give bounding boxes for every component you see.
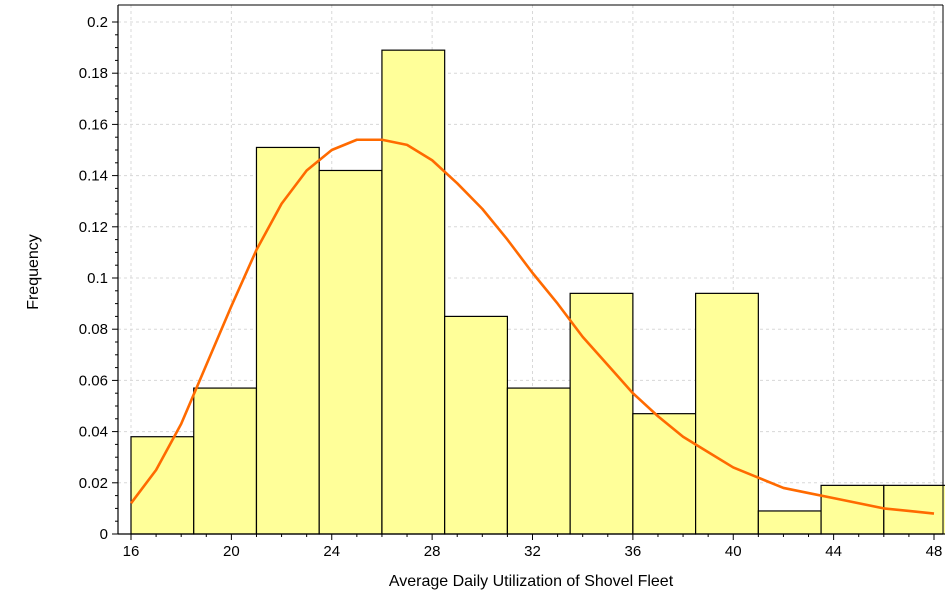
density-curve — [129, 138, 935, 515]
x-tick-label: 44 — [825, 543, 842, 560]
histogram-bar — [318, 169, 383, 535]
curve-layer — [129, 138, 935, 515]
x-tick-label: 20 — [223, 543, 240, 560]
y-tick-label: 0.2 — [87, 14, 108, 31]
y-tick-label: 0.12 — [79, 219, 108, 236]
bars-layer — [130, 49, 945, 535]
x-axis-title: Average Daily Utilization of Shovel Flee… — [389, 573, 674, 590]
x-tick-label: 36 — [625, 543, 642, 560]
histogram-bar — [820, 484, 885, 535]
y-axis-title: Frequency — [25, 234, 42, 310]
y-tick-label: 0.06 — [79, 372, 108, 389]
y-tick-label: 0.04 — [79, 424, 108, 441]
labels-layer: 0 0.02 0.04 0.06 0.08 0.1 0.12 0.14 0.16 0.18 0.2 1… — [79, 14, 943, 560]
histogram-bar — [506, 387, 571, 535]
y-tick-label: 0.14 — [79, 168, 108, 185]
y-tick-label: 0.02 — [79, 475, 108, 492]
x-tick-label: 48 — [926, 543, 943, 560]
x-tick-label: 28 — [424, 543, 441, 560]
histogram-bar — [381, 49, 446, 535]
histogram-bar — [695, 292, 759, 535]
axes-layer — [112, 4, 944, 540]
histogram-bar — [255, 146, 320, 535]
histogram-bar — [193, 387, 258, 535]
y-tick-label: 0.1 — [87, 270, 108, 287]
histogram-bar — [130, 436, 195, 535]
x-tick-label: 40 — [725, 543, 742, 560]
histogram-bar — [632, 413, 697, 535]
x-tick-label: 16 — [123, 543, 140, 560]
histogram-bar — [757, 510, 822, 535]
histogram-bar — [444, 315, 509, 535]
x-tick-label: 24 — [323, 543, 340, 560]
y-tick-label: 0 — [100, 526, 108, 543]
y-tick-label: 0.08 — [79, 321, 108, 338]
histogram-bar — [569, 292, 634, 535]
x-tick-label: 32 — [524, 543, 541, 560]
y-tick-label: 0.16 — [79, 116, 108, 133]
y-tick-label: 0.18 — [79, 65, 108, 82]
